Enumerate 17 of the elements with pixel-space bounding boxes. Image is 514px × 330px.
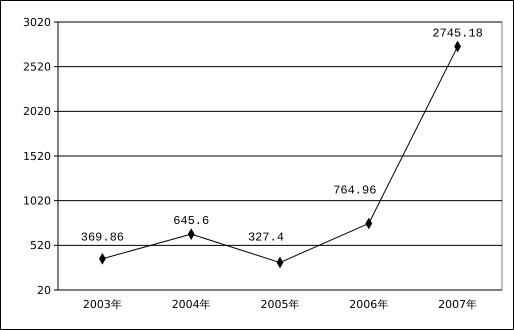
y-tick-label: 20 — [37, 284, 51, 297]
data-label: 2745.18 — [432, 26, 483, 41]
x-tick-label: 2007年 — [438, 298, 478, 311]
y-tick-label: 520 — [30, 239, 51, 252]
data-label: 645.6 — [173, 214, 210, 228]
data-label: 369.86 — [80, 230, 124, 245]
x-tick-label: 2004年 — [172, 298, 211, 311]
x-tick-label: 2006年 — [349, 298, 388, 311]
x-tick-label: 2003年 — [82, 298, 122, 311]
y-tick-label: 3020 — [23, 16, 51, 29]
y-tick-label: 1520 — [23, 150, 51, 163]
data-label: 327.4 — [248, 230, 284, 245]
y-tick-label: 1020 — [23, 194, 51, 208]
y-tick-label: 2520 — [23, 60, 51, 74]
data-label: 764.96 — [333, 183, 376, 198]
x-tick-label: 2005年 — [260, 298, 300, 311]
y-tick-label: 2020 — [23, 105, 51, 118]
